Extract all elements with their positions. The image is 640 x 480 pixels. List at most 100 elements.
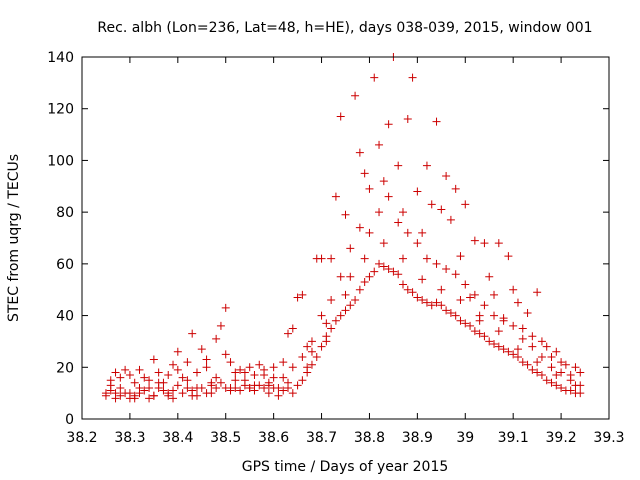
data-point — [461, 200, 470, 209]
data-point — [461, 319, 470, 328]
data-point — [456, 296, 465, 305]
data-point — [485, 272, 494, 281]
data-point — [408, 288, 417, 297]
data-point — [173, 347, 182, 356]
data-point — [178, 389, 187, 398]
chart-title: Rec. albh (Lon=236, Lat=48, h=HE), days … — [97, 20, 592, 36]
data-point — [470, 236, 479, 245]
data-point — [413, 187, 422, 196]
data-point — [456, 316, 465, 325]
data-point — [336, 112, 345, 121]
data-point — [360, 254, 369, 263]
data-point — [327, 254, 336, 263]
x-tick-label: 39 — [456, 430, 474, 446]
data-point — [384, 192, 393, 201]
data-point — [159, 386, 168, 395]
data-point — [116, 391, 125, 400]
data-point — [130, 394, 139, 403]
data-point — [379, 262, 388, 271]
data-point — [336, 272, 345, 281]
data-point — [571, 363, 580, 372]
data-point — [379, 239, 388, 248]
data-point — [207, 381, 216, 390]
data-point — [403, 115, 412, 124]
data-point — [446, 215, 455, 224]
y-tick-label: 0 — [65, 412, 74, 428]
data-point — [154, 378, 163, 387]
data-point — [398, 280, 407, 289]
data-point — [298, 290, 307, 299]
data-point — [226, 383, 235, 392]
data-point — [566, 386, 575, 395]
data-point — [207, 389, 216, 398]
data-point — [116, 373, 125, 382]
data-point — [365, 184, 374, 193]
data-point — [303, 363, 312, 372]
data-point — [188, 391, 197, 400]
data-point — [293, 293, 302, 302]
data-point — [336, 311, 345, 320]
data-point — [145, 376, 154, 385]
x-tick-label: 38.2 — [66, 430, 97, 446]
data-point — [513, 298, 522, 307]
data-point — [557, 383, 566, 392]
data-point — [169, 386, 178, 395]
data-point — [140, 386, 149, 395]
data-point — [509, 350, 518, 359]
data-point — [494, 239, 503, 248]
data-point — [513, 345, 522, 354]
data-point — [240, 376, 249, 385]
data-point — [398, 254, 407, 263]
data-point — [360, 169, 369, 178]
data-point — [188, 329, 197, 338]
data-point — [231, 376, 240, 385]
y-tick-label: 20 — [56, 360, 74, 376]
data-point — [509, 285, 518, 294]
data-point — [533, 288, 542, 297]
data-point — [346, 244, 355, 253]
data-point — [145, 394, 154, 403]
plot-frame — [81, 56, 610, 420]
data-point — [212, 383, 221, 392]
data-point — [408, 73, 417, 82]
data-point — [561, 360, 570, 369]
data-point — [169, 394, 178, 403]
data-point — [212, 334, 221, 343]
data-point — [288, 324, 297, 333]
data-point — [331, 316, 340, 325]
data-point — [542, 376, 551, 385]
data-point — [341, 290, 350, 299]
data-point — [475, 329, 484, 338]
data-point — [197, 345, 206, 354]
data-point — [384, 120, 393, 129]
data-point — [490, 311, 499, 320]
data-point — [413, 293, 422, 302]
data-point — [116, 383, 125, 392]
data-point — [403, 285, 412, 294]
data-point — [552, 347, 561, 356]
data-point — [370, 267, 379, 276]
data-point — [576, 368, 585, 377]
data-point — [394, 161, 403, 170]
data-point — [236, 365, 245, 374]
x-tick-label: 38.8 — [354, 430, 385, 446]
data-point — [245, 383, 254, 392]
data-point — [274, 391, 283, 400]
data-point — [140, 373, 149, 382]
data-point — [403, 228, 412, 237]
data-point — [216, 378, 225, 387]
data-point — [307, 337, 316, 346]
data-point — [331, 192, 340, 201]
data-point — [202, 355, 211, 364]
data-point — [245, 363, 254, 372]
data-point — [240, 368, 249, 377]
data-point — [169, 360, 178, 369]
y-tick-label: 80 — [56, 205, 74, 221]
data-point — [216, 321, 225, 330]
data-point — [485, 337, 494, 346]
data-point — [317, 342, 326, 351]
data-point — [355, 148, 364, 157]
data-point — [547, 352, 556, 361]
data-point — [111, 394, 120, 403]
